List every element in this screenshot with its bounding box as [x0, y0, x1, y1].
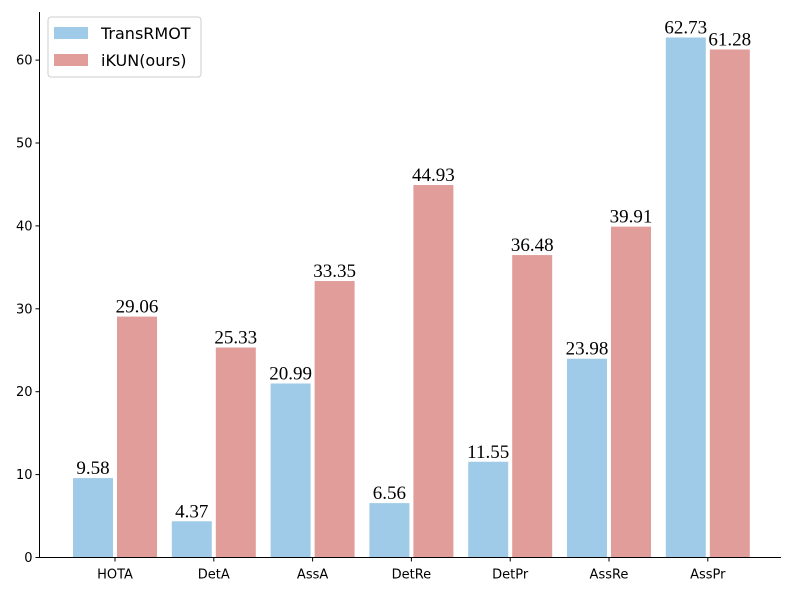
x-tick-label-assa: AssA	[297, 568, 328, 583]
x-tick-label-deta: DetA	[198, 568, 230, 583]
y-tick-label-20: 20	[16, 385, 33, 400]
bar-transrmot-assa	[270, 383, 311, 558]
axes	[39, 12, 781, 558]
bars-layer	[73, 37, 750, 558]
value-label-ikun-ours-detpr: 36.48	[511, 235, 554, 256]
value-label-ikun-ours-asspr: 61.28	[708, 29, 751, 50]
bar-ikun-ours-detre	[413, 185, 454, 558]
y-ticks: 0 10 20 30 40 50 60	[16, 54, 40, 566]
bar-ikun-ours-assa	[314, 281, 355, 558]
x-tick-label-detpr: DetPr	[492, 568, 529, 583]
x-tick-label-asspr: AssPr	[690, 568, 726, 583]
x-tick-label-hota: HOTA	[97, 568, 133, 583]
value-label-ikun-ours-detre: 44.93	[412, 165, 455, 186]
y-tick-label-50: 50	[16, 137, 33, 152]
value-label-transrmot-assre: 23.98	[566, 339, 609, 360]
bar-transrmot-detre	[369, 503, 410, 558]
legend: TransRMOT iKUN(ours)	[47, 16, 202, 78]
y-tick-label-30: 30	[16, 302, 33, 317]
bar-transrmot-hota	[73, 478, 113, 558]
bar-transrmot-detpr	[468, 461, 509, 558]
y-tick-label-0: 0	[24, 551, 32, 566]
x-tick-label-detre: DetRe	[392, 568, 432, 583]
bar-ikun-ours-hota	[117, 316, 157, 558]
value-label-ikun-ours-deta: 25.33	[214, 328, 257, 349]
y-tick-label-10: 10	[16, 468, 33, 483]
value-label-transrmot-asspr: 62.73	[664, 17, 707, 38]
legend-label-ikun: iKUN(ours)	[101, 51, 187, 70]
bar-transrmot-assre	[567, 358, 607, 558]
legend-label-transrmot: TransRMOT	[100, 24, 191, 43]
value-label-ikun-ours-assre: 39.91	[610, 207, 653, 228]
legend-swatch-transrmot	[54, 27, 88, 39]
value-label-transrmot-assa: 20.99	[269, 363, 312, 384]
legend-swatch-ikun	[54, 54, 88, 66]
value-label-transrmot-detpr: 11.55	[467, 442, 509, 463]
y-tick-label-60: 60	[16, 54, 33, 69]
value-label-ikun-ours-assa: 33.35	[313, 261, 356, 282]
value-label-ikun-ours-hota: 29.06	[116, 297, 159, 318]
bar-ikun-ours-detpr	[512, 255, 553, 558]
bar-transrmot-deta	[171, 521, 212, 558]
value-label-transrmot-detre: 6.56	[373, 483, 406, 504]
value-label-transrmot-deta: 4.37	[175, 501, 208, 522]
value-label-transrmot-hota: 9.58	[76, 458, 109, 479]
bar-ikun-ours-assre	[611, 226, 651, 558]
y-tick-label-40: 40	[16, 219, 33, 234]
bar-ikun-ours-asspr	[709, 49, 750, 558]
bar-ikun-ours-deta	[215, 347, 256, 558]
x-ticks: HOTA DetA AssA DetRe DetPr AssRe AssPr	[97, 557, 726, 583]
value-labels-layer: 9.58 29.06 4.37 25.33 20.99 33.35 6.56 44.93 11.…	[76, 17, 751, 522]
x-tick-label-assre: AssRe	[590, 568, 629, 583]
bar-transrmot-asspr	[665, 37, 706, 558]
